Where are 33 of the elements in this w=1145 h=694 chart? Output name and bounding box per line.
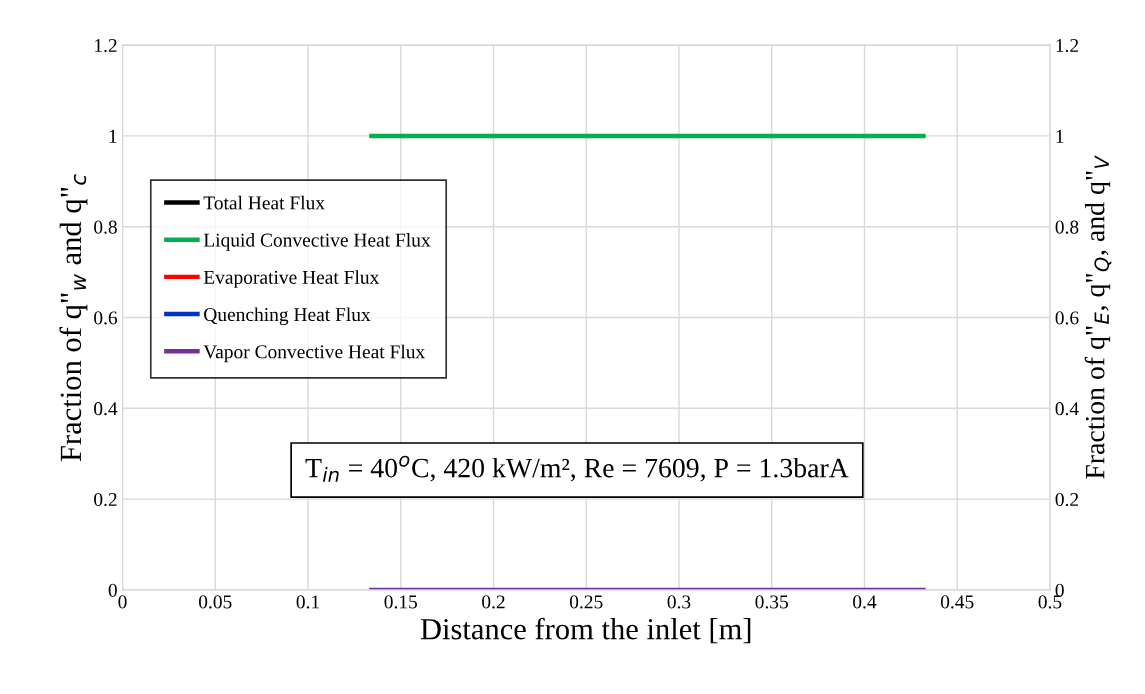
y2-tick-label: 0.6 [1055,311,1079,325]
y2-axis-title: Fraction of q"$_{E}$, q"$_{Q}$, and q"$_{V}$ [1084,155,1112,479]
legend-label: Quenching Heat Flux [204,307,371,326]
x-tick-label: 0.25 [569,595,603,609]
y-axis-title: Fraction of q"$_{w}$ and q"$_{c}$ [59,174,88,462]
x-tick-label: 0.3 [667,595,691,609]
legend-label: Evaporative Heat Flux [203,270,380,288]
y-tick-label: 0.8 [94,220,117,234]
x-tick-label: 0.1 [296,595,319,609]
y-tick-label: 0 [108,583,117,597]
legend-label: Liquid Convective Heat Flux [203,233,431,251]
x-axis-title: Distance from the inlet [m] [420,617,751,644]
annotation: T$_{in}$ = 40$^{o}$C, 420 kW/m², Re = 7609, P = 1.3barA [305,455,849,482]
legend-label: Vapor Convective Heat Flux [203,344,425,363]
y2-tick-label: 0.4 [1055,402,1079,416]
y-tick-label: 0.6 [94,311,118,325]
legend-label: Total Heat Flux [203,195,325,210]
y-tick-label: 0.4 [94,402,118,416]
y-tick-label: 1 [109,129,117,143]
x-tick-label: 0 [118,595,127,609]
y2-tick-label: 0.2 [1055,492,1079,507]
y-tick-label: 0.2 [94,492,117,507]
x-tick-label: 0.2 [482,595,505,609]
y-tick-label: 1.2 [95,38,117,53]
x-tick-label: 0.05 [198,595,232,609]
x-tick-label: 0.35 [755,595,788,609]
y2-tick-label: 1.2 [1056,38,1079,53]
x-tick-label: 0.4 [853,595,877,609]
x-tick-label: 0.45 [940,595,974,609]
x-tick-label: 0.5 [1038,595,1062,609]
y2-tick-label: 1 [1056,129,1064,143]
y2-tick-label: 0.8 [1055,220,1079,234]
x-tick-label: 0.15 [384,595,417,609]
